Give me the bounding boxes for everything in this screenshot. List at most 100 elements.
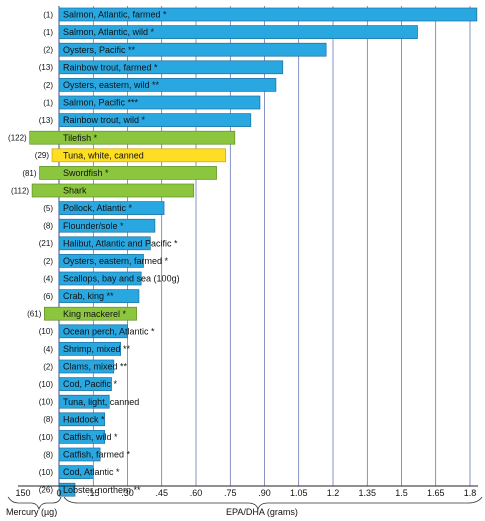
- bar-row: Cod, Atlantic * (10): [39, 465, 120, 479]
- tick-label: .15: [87, 488, 100, 498]
- mercury-label: (8): [43, 415, 53, 424]
- mercury-label: (10): [39, 327, 54, 336]
- bar-label: Haddock *: [63, 414, 105, 424]
- bar-row: Shrimp, mixed ** (4): [43, 342, 131, 356]
- bar-row: Cod, Pacific * (10): [39, 377, 118, 391]
- bar-row: Shark (112): [11, 183, 195, 198]
- bar-label: Rainbow trout, wild *: [63, 115, 146, 125]
- mercury-label: (1): [43, 98, 53, 107]
- mercury-label: (10): [39, 433, 54, 442]
- bar-row: Clams, mixed ** (2): [43, 359, 128, 374]
- bar-row: Oysters, eastern, farmed * (2): [43, 254, 169, 268]
- bar-row: Tuna, light, canned (10): [39, 394, 139, 409]
- bar-label: Shrimp, mixed **: [63, 344, 131, 354]
- bar: [58, 113, 252, 127]
- bar: [58, 25, 418, 39]
- bar-label: Halibut, Atlantic and Pacific *: [63, 238, 178, 248]
- mercury-label: (122): [8, 134, 27, 143]
- bar: [58, 218, 156, 233]
- tick-label: 1.5: [395, 488, 408, 498]
- bar-label: Catfish, farmed *: [63, 450, 131, 460]
- bar: [31, 183, 195, 198]
- bar: [58, 394, 110, 409]
- mercury-label: (112): [11, 186, 29, 195]
- bar-label: Clams, mixed **: [63, 362, 128, 372]
- bar: [58, 60, 284, 75]
- tick-label: .75: [224, 488, 237, 498]
- bar: [58, 289, 140, 303]
- tick-label: 1.2: [327, 488, 340, 498]
- bar-row: Salmon, Atlantic, farmed * (1): [43, 7, 478, 22]
- mercury-label: (6): [43, 292, 53, 301]
- bar-label: Pollock, Atlantic *: [63, 203, 133, 213]
- mercury-label: (61): [27, 310, 42, 319]
- bar: [39, 166, 217, 180]
- mercury-label: (2): [43, 362, 53, 371]
- bar: [58, 447, 101, 462]
- bar-row: Crab, king ** (6): [43, 289, 140, 303]
- bar-row: Catfish, wild * (10): [39, 430, 118, 444]
- tick-label: .30: [121, 488, 134, 498]
- bar-row: Swordfish * (81): [22, 166, 217, 180]
- bar-label: King mackerel *: [63, 309, 127, 319]
- bar-label: Crab, king **: [63, 291, 114, 301]
- bar: [58, 236, 151, 251]
- bar-label: Tilefish *: [63, 133, 98, 143]
- bar-label: Catfish, wild *: [63, 432, 118, 442]
- bar: [58, 412, 106, 427]
- bar-row: Oysters, eastern, wild ** (2): [43, 78, 277, 92]
- bar-row: Tilefish * (122): [8, 130, 236, 145]
- mercury-label: (2): [43, 81, 53, 90]
- tick-label: .90: [258, 488, 271, 498]
- epa-brace: [63, 496, 483, 511]
- mercury-label: (8): [43, 222, 53, 231]
- tick-label: .60: [190, 488, 203, 498]
- bar: [29, 130, 236, 145]
- bar-row: Salmon, Atlantic, wild * (1): [43, 25, 418, 39]
- mercury-axis-title: Mercury (µg): [6, 507, 58, 517]
- bar-label: Oysters, eastern, wild **: [63, 80, 160, 90]
- bar-row: Scallops, bay and sea (100g) (4): [43, 271, 180, 286]
- mercury-label: (29): [35, 151, 50, 160]
- bar: [58, 78, 277, 92]
- tick-label: 0: [56, 488, 61, 498]
- bar-label: Flounder/sole *: [63, 221, 124, 231]
- mercury-label: (5): [43, 204, 53, 213]
- tick-label: 1.35: [358, 488, 376, 498]
- bar-label: Salmon, Atlantic, wild *: [63, 27, 155, 37]
- mercury-label: (26): [39, 486, 54, 495]
- bar: [58, 254, 144, 268]
- bar-row: Halibut, Atlantic and Pacific * (21): [39, 236, 178, 251]
- tick-label: 1.8: [464, 488, 477, 498]
- bar-row: Pollock, Atlantic * (5): [43, 201, 165, 215]
- epa-dha-axis-title: EPA/DHA (grams): [226, 507, 298, 517]
- mercury-label: (1): [43, 28, 53, 37]
- mercury-label: (10): [39, 380, 54, 389]
- mercury-label: (21): [39, 239, 54, 248]
- bar-row: Salmon, Pacific *** (1): [43, 95, 261, 110]
- bar-row: Oysters, Pacific ** (2): [43, 42, 327, 57]
- mercury-label: (4): [43, 274, 53, 283]
- bar-label: Oysters, eastern, farmed *: [63, 256, 169, 266]
- bar: [58, 324, 128, 339]
- bar: [58, 377, 112, 391]
- bar-row: King mackerel * (61): [27, 306, 137, 321]
- bar-label: Shark: [63, 186, 87, 196]
- x-axis: 150 0 .15 .30 .45 .60 .75 .90 1.05 1.2 1.35 1.5 1.65…: [7, 485, 483, 511]
- bar: [58, 42, 327, 57]
- tick-label: 1.65: [427, 488, 445, 498]
- bars: Salmon, Atlantic, farmed *(1) Salmon, Atl…: [8, 7, 478, 497]
- bar-label: Oysters, Pacific **: [63, 45, 136, 55]
- bar-row: Rainbow trout, farmed * (13): [39, 60, 284, 75]
- tick-label: .45: [155, 488, 168, 498]
- bar: [58, 95, 261, 110]
- bar-label: Salmon, Pacific ***: [63, 98, 139, 108]
- mercury-label: (2): [43, 46, 53, 55]
- bar-label: Ocean perch, Atlantic *: [63, 326, 155, 336]
- bar: [58, 465, 94, 479]
- mercury-brace: [7, 496, 62, 511]
- bar: [58, 7, 478, 22]
- bar: [58, 271, 142, 286]
- bar: [58, 430, 106, 444]
- tick-label: 1.05: [290, 488, 308, 498]
